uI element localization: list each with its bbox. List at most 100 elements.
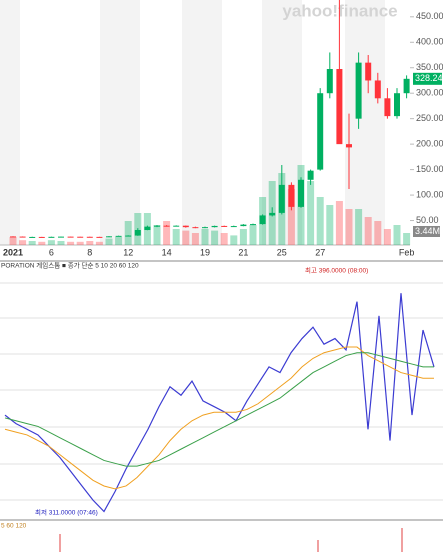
volume-bar bbox=[220, 233, 228, 245]
volume-bar bbox=[355, 209, 363, 245]
candle-body bbox=[278, 184, 285, 213]
volume-bar bbox=[201, 229, 209, 245]
price-tag bbox=[413, 72, 442, 85]
x-tick-label: 12 bbox=[123, 247, 133, 257]
candle-body bbox=[48, 236, 55, 238]
candle-body bbox=[365, 62, 372, 81]
watermark: yahoo!finance bbox=[282, 1, 397, 20]
y-tick-label: 50.00 bbox=[416, 215, 439, 225]
band bbox=[100, 0, 140, 245]
candle-body bbox=[394, 93, 400, 117]
candle-body bbox=[86, 236, 93, 238]
volume-bar bbox=[67, 241, 75, 245]
candle-body bbox=[154, 225, 160, 227]
volume-tag-label: 3.44M bbox=[415, 226, 440, 236]
candle-body bbox=[173, 225, 180, 227]
price-tag-label: 328.24 bbox=[415, 73, 443, 83]
volume-bar bbox=[239, 229, 247, 245]
candle-body bbox=[211, 225, 218, 228]
volume-bar bbox=[287, 189, 295, 245]
volume-bar bbox=[345, 209, 353, 245]
volume-bar bbox=[374, 221, 382, 245]
high-annotation: 최고 396.0000 (08:00) bbox=[305, 266, 368, 275]
volume-bar bbox=[47, 240, 55, 245]
band bbox=[0, 0, 20, 245]
volume-bar bbox=[230, 235, 238, 245]
candle-body bbox=[384, 98, 391, 117]
series-line bbox=[4, 293, 435, 513]
band bbox=[345, 0, 385, 245]
y-tick-label: 400.00 bbox=[416, 37, 443, 47]
candle-body bbox=[355, 62, 362, 119]
volume-bar bbox=[19, 240, 27, 245]
candle-body bbox=[202, 227, 208, 229]
x-tick-label: Feb bbox=[399, 247, 415, 257]
candle-body bbox=[58, 236, 64, 238]
x-tick-label: 6 bbox=[49, 247, 54, 257]
y-tick-label: 100.00 bbox=[416, 189, 443, 199]
candle-body bbox=[288, 184, 295, 207]
volume-bar bbox=[335, 201, 343, 245]
candle-body bbox=[115, 235, 122, 237]
lower-grid bbox=[0, 282, 443, 501]
x-tick-label: 27 bbox=[315, 247, 325, 257]
candle-body bbox=[403, 78, 410, 94]
volume-bar bbox=[172, 229, 180, 245]
volume-bar bbox=[105, 238, 113, 245]
candle-body bbox=[374, 80, 381, 99]
volume-bar bbox=[124, 221, 132, 245]
candle-body bbox=[144, 226, 151, 231]
candle-body bbox=[250, 224, 256, 226]
x-tick-label: 8 bbox=[87, 247, 92, 257]
volume-bar bbox=[115, 237, 123, 245]
y-tick-label: 250.00 bbox=[416, 113, 443, 123]
candle-body bbox=[269, 212, 276, 216]
volume-bar bbox=[403, 233, 411, 245]
candle-body bbox=[230, 226, 237, 228]
chart-header: PORATION 게임스톱 ■ 종가 단순 5 10 20 60 120 bbox=[1, 261, 139, 270]
volume-bar bbox=[191, 233, 199, 245]
volume-tag bbox=[413, 226, 440, 237]
candle-body bbox=[240, 224, 247, 227]
candle-body bbox=[163, 225, 170, 227]
x-tick-label: 21 bbox=[238, 247, 248, 257]
lower-panel-label: 5 60 120 bbox=[1, 523, 27, 530]
candle-body bbox=[106, 236, 112, 238]
volume-bar bbox=[76, 241, 84, 245]
band bbox=[182, 0, 222, 245]
volume-bar bbox=[211, 230, 219, 245]
candle-body bbox=[326, 69, 333, 94]
series-line bbox=[4, 352, 434, 467]
y-tick-label: 200.00 bbox=[416, 139, 443, 149]
volume-bar bbox=[163, 221, 171, 245]
x-tick-label: 14 bbox=[162, 247, 172, 257]
candle-body bbox=[19, 236, 26, 238]
volume-bar bbox=[307, 181, 315, 245]
candle-body bbox=[67, 236, 74, 238]
candle-body bbox=[10, 236, 16, 238]
x-tick-label: 19 bbox=[200, 247, 210, 257]
candle-body bbox=[298, 179, 304, 207]
volume-bar bbox=[249, 225, 257, 245]
y-tick-label: 300.00 bbox=[416, 88, 443, 98]
volume-bar bbox=[383, 229, 391, 245]
low-annotation: 최저 311.0000 (07:46) bbox=[35, 508, 98, 517]
candle-body bbox=[259, 215, 266, 225]
volume-bar bbox=[9, 237, 17, 245]
y-tick-label: 150.00 bbox=[416, 164, 443, 174]
candle-body bbox=[96, 236, 103, 238]
x-tick-label: 25 bbox=[277, 247, 287, 257]
volume-bar bbox=[86, 241, 94, 245]
volume-bar bbox=[316, 197, 324, 245]
volume-bar bbox=[38, 241, 46, 245]
volume-bar bbox=[364, 217, 372, 245]
candle-body bbox=[125, 235, 132, 237]
candle-body bbox=[307, 170, 314, 180]
volume-bar bbox=[182, 230, 190, 245]
volume-bar bbox=[393, 225, 401, 245]
candle-body bbox=[346, 144, 352, 148]
candle-body bbox=[134, 230, 141, 236]
y-tick-label: 450.00 bbox=[416, 11, 443, 21]
series-line bbox=[4, 346, 434, 490]
